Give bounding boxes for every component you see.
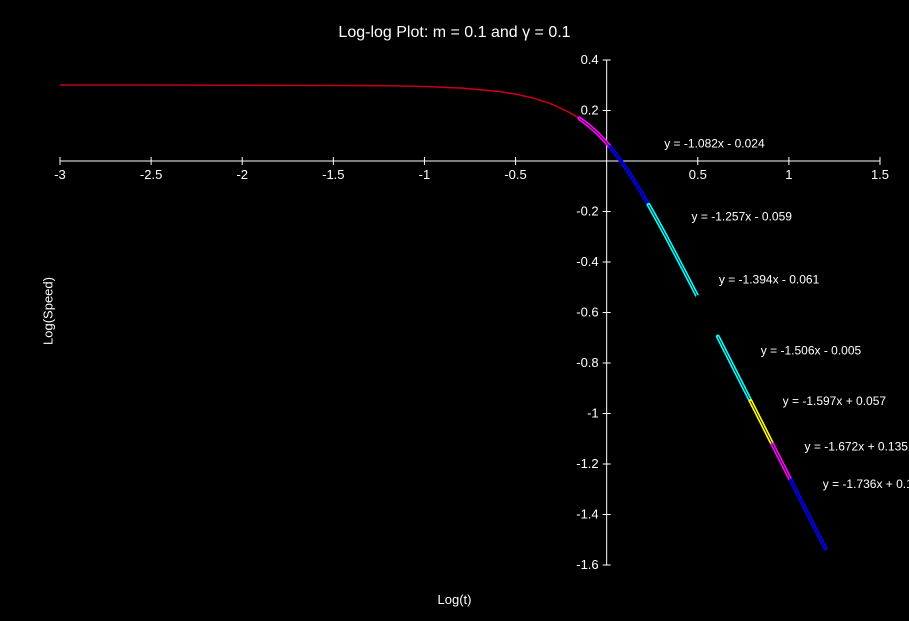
segment-equation-label: y = -1.597x + 0.057: [783, 394, 887, 408]
y-tick-label: -0.6: [576, 305, 598, 320]
overlay-segment-edge: [718, 337, 751, 402]
x-tick-label: -0.5: [504, 167, 526, 182]
y-tick-label: -1: [587, 406, 599, 421]
main-curve: [60, 85, 825, 548]
chart-container: Log-log Plot: m = 0.1 and γ = 0.1 Log(t)…: [0, 0, 909, 621]
y-tick-label: -0.8: [576, 355, 598, 370]
overlay-segment: [610, 147, 648, 205]
y-tick-label: -0.4: [576, 254, 598, 269]
x-tick-label: 1: [785, 167, 792, 182]
y-tick-label: -1.4: [576, 507, 598, 522]
overlay-segment-edge: [791, 480, 826, 548]
overlay-segment-edge: [751, 401, 773, 444]
x-axis-label: Log(t): [0, 592, 909, 607]
x-tick-label: -1: [419, 167, 431, 182]
x-tick-label: 0.5: [689, 167, 707, 182]
segment-equation-label: y = -1.082x - 0.024: [664, 136, 765, 150]
y-tick-label: -1.2: [576, 456, 598, 471]
x-tick-label: -1.5: [322, 167, 344, 182]
overlay-segment-edge: [772, 444, 790, 480]
y-tick-label: 0.4: [581, 52, 599, 67]
x-tick-label: -3: [54, 167, 66, 182]
y-tick-label: -0.2: [576, 204, 598, 219]
segment-equation-label: y = -1.394x - 0.061: [719, 273, 820, 287]
x-tick-label: 1.5: [871, 167, 889, 182]
segment-equation-label: y = -1.736x + 0.197: [823, 477, 909, 491]
x-tick-label: -2: [236, 167, 248, 182]
overlay-segment: [579, 118, 610, 147]
y-axis-label: Log(Speed): [40, 277, 55, 345]
chart-title: Log-log Plot: m = 0.1 and γ = 0.1: [0, 24, 909, 42]
y-tick-label: -1.6: [576, 557, 598, 572]
chart-svg: -3 -2.5 -2 -1.5 -1 -0.5 0.5 1 1.5 0.4 0.2 -0.2 -0.4 -…: [0, 0, 909, 621]
segment-equation-label: y = -1.257x - 0.059: [692, 210, 793, 224]
segment-equation-label: y = -1.672x + 0.135: [805, 439, 909, 453]
x-tick-label: -2.5: [140, 167, 162, 182]
segment-equation-label: y = -1.506x - 0.005: [761, 343, 862, 357]
y-tick-label: 0.2: [581, 103, 599, 118]
